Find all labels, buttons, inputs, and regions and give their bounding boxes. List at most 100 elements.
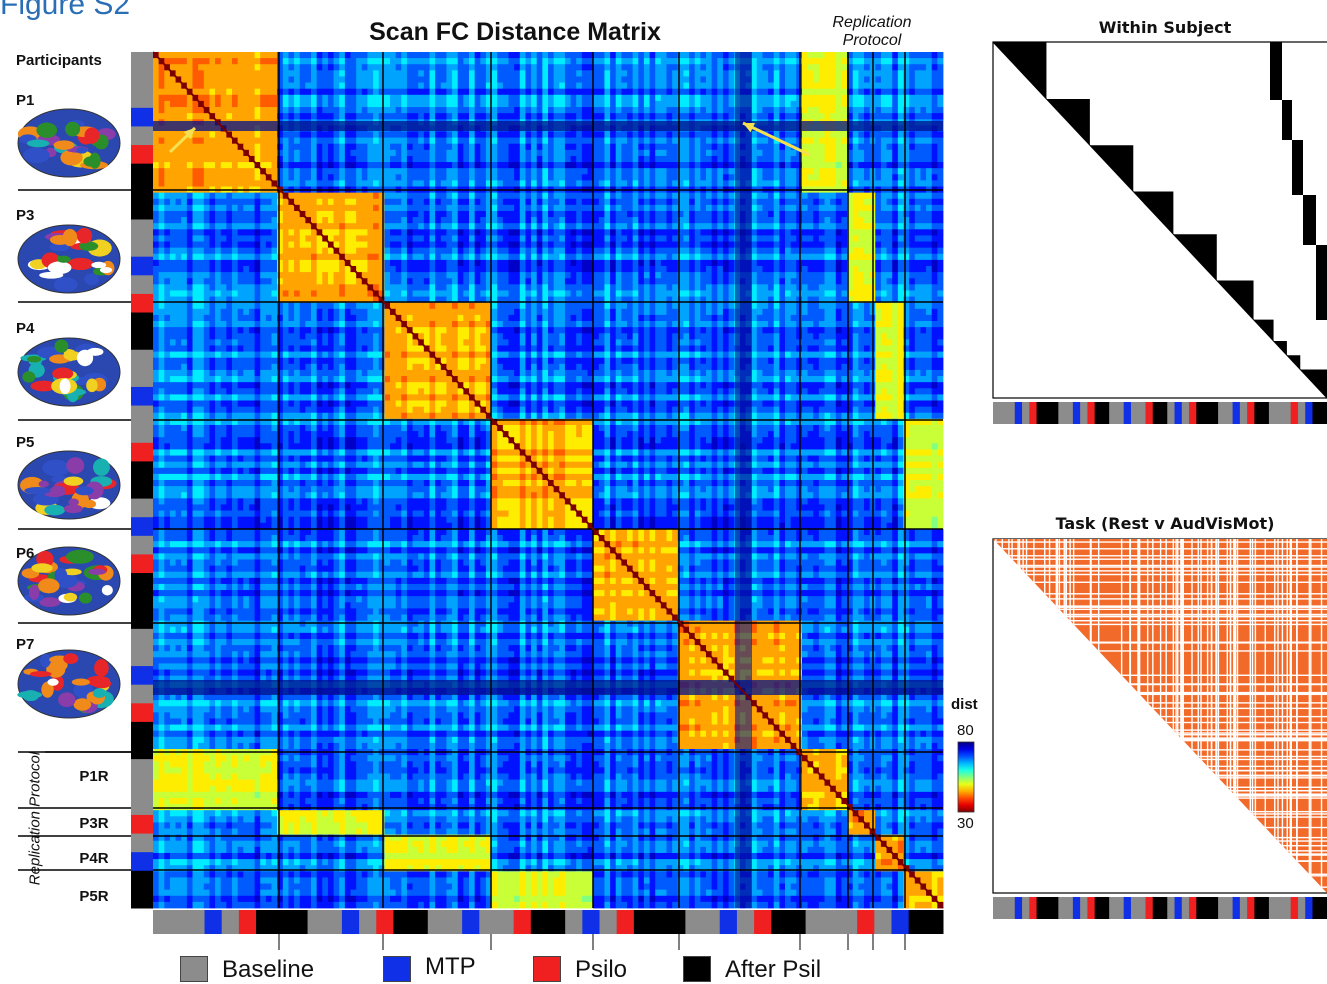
heatmap-cell xyxy=(604,192,611,200)
heatmap-cell xyxy=(277,272,318,279)
heatmap-cell xyxy=(485,174,498,181)
heatmap-cell xyxy=(711,52,724,59)
heatmap-cell xyxy=(892,210,899,218)
heatmap-cell xyxy=(186,314,193,322)
heatmap-cell xyxy=(909,241,933,249)
heatmap-cell xyxy=(203,168,255,175)
heatmap-cell xyxy=(621,155,634,163)
heatmap-cell xyxy=(909,223,916,230)
heatmap-cell xyxy=(384,217,402,224)
heatmap-cell xyxy=(604,327,611,334)
heatmap-cell xyxy=(542,58,549,65)
heatmap-cell xyxy=(553,278,566,285)
heatmap-cell xyxy=(186,351,193,359)
heatmap-cell xyxy=(689,266,696,273)
heatmap-cell xyxy=(728,76,735,83)
heatmap-cell xyxy=(672,363,679,371)
heatmap-cell xyxy=(672,192,690,200)
heatmap-cell xyxy=(542,113,549,120)
heatmap-cell xyxy=(931,327,944,334)
heatmap-cell xyxy=(649,382,656,389)
heatmap-cell xyxy=(666,174,679,181)
heatmap-cell xyxy=(824,143,837,151)
heatmap-cell xyxy=(897,247,910,255)
heatmap-cell xyxy=(452,278,459,285)
heatmap-cell xyxy=(711,247,718,255)
heatmap-cell xyxy=(638,339,645,346)
heatmap-cell xyxy=(892,290,899,297)
heatmap-cell xyxy=(344,327,357,334)
heatmap-cell xyxy=(700,302,707,310)
heatmap-cell xyxy=(474,168,487,175)
heatmap-cell xyxy=(429,210,436,218)
heatmap-cell xyxy=(282,247,318,255)
heatmap-cell xyxy=(581,241,594,249)
heatmap-cell xyxy=(237,58,261,65)
heatmap-cell xyxy=(169,278,188,285)
heatmap-cell xyxy=(232,259,239,267)
heatmap-cell xyxy=(277,180,284,187)
heatmap-cell xyxy=(536,327,543,334)
heatmap-cell xyxy=(576,253,583,261)
heatmap-cell xyxy=(779,266,786,273)
heatmap-cell xyxy=(841,266,848,273)
heatmap-cell xyxy=(508,100,521,108)
heatmap-cell xyxy=(282,155,289,163)
heatmap-cell xyxy=(666,223,673,230)
heatmap-cell xyxy=(638,272,645,279)
heatmap-cell xyxy=(835,100,842,108)
heatmap-cell xyxy=(813,76,820,83)
heatmap-cell xyxy=(892,351,899,359)
heatmap-cell xyxy=(390,290,402,297)
heatmap-cell xyxy=(333,272,346,279)
heatmap-cell xyxy=(446,204,459,212)
heatmap-cell xyxy=(153,180,160,187)
heatmap-cell xyxy=(649,94,656,102)
heatmap-cell xyxy=(316,253,340,261)
heatmap-cell xyxy=(818,333,837,340)
heatmap-cell xyxy=(243,369,255,377)
heatmap-cell xyxy=(288,382,295,389)
heatmap-cell xyxy=(480,52,487,59)
heatmap-cell xyxy=(886,247,893,255)
heatmap-cell xyxy=(779,376,786,383)
heatmap-cell xyxy=(768,345,775,352)
heatmap-cell xyxy=(632,241,639,249)
heatmap-cell xyxy=(773,149,780,157)
heatmap-cell xyxy=(423,333,430,340)
heatmap-cell xyxy=(694,376,701,383)
heatmap-cell xyxy=(406,149,430,157)
heatmap-cell xyxy=(260,308,278,316)
heatmap-cell xyxy=(406,107,430,114)
heatmap-cell xyxy=(531,339,538,346)
heatmap-cell xyxy=(384,198,402,206)
heatmap-cell xyxy=(553,314,566,322)
heatmap-cell xyxy=(548,100,555,108)
heatmap-cell xyxy=(638,345,645,352)
heatmap-cell xyxy=(666,168,679,175)
heatmap-cell xyxy=(852,174,865,181)
heatmap-cell xyxy=(356,327,363,334)
heatmap-cell xyxy=(824,290,837,297)
heatmap-cell xyxy=(632,369,639,377)
heatmap-cell xyxy=(260,210,278,218)
heatmap-cell xyxy=(457,82,470,90)
heatmap-cell xyxy=(711,58,718,65)
heatmap-cell xyxy=(649,100,656,108)
heatmap-cell xyxy=(356,162,368,169)
heatmap-cell xyxy=(485,290,498,297)
heatmap-cell xyxy=(756,253,775,261)
heatmap-cell xyxy=(339,131,346,138)
heatmap-cell xyxy=(672,180,684,187)
heatmap-cell xyxy=(525,88,532,96)
heatmap-cell xyxy=(429,229,436,236)
heatmap-cell xyxy=(282,64,289,71)
heatmap-cell xyxy=(897,333,904,340)
heatmap-cell xyxy=(931,155,938,163)
heatmap-cell xyxy=(773,210,780,218)
heatmap-cell xyxy=(615,296,622,304)
heatmap-cell xyxy=(576,198,583,206)
heatmap-cell xyxy=(203,198,210,206)
heatmap-cell xyxy=(864,247,876,255)
heatmap-cell xyxy=(700,345,707,352)
